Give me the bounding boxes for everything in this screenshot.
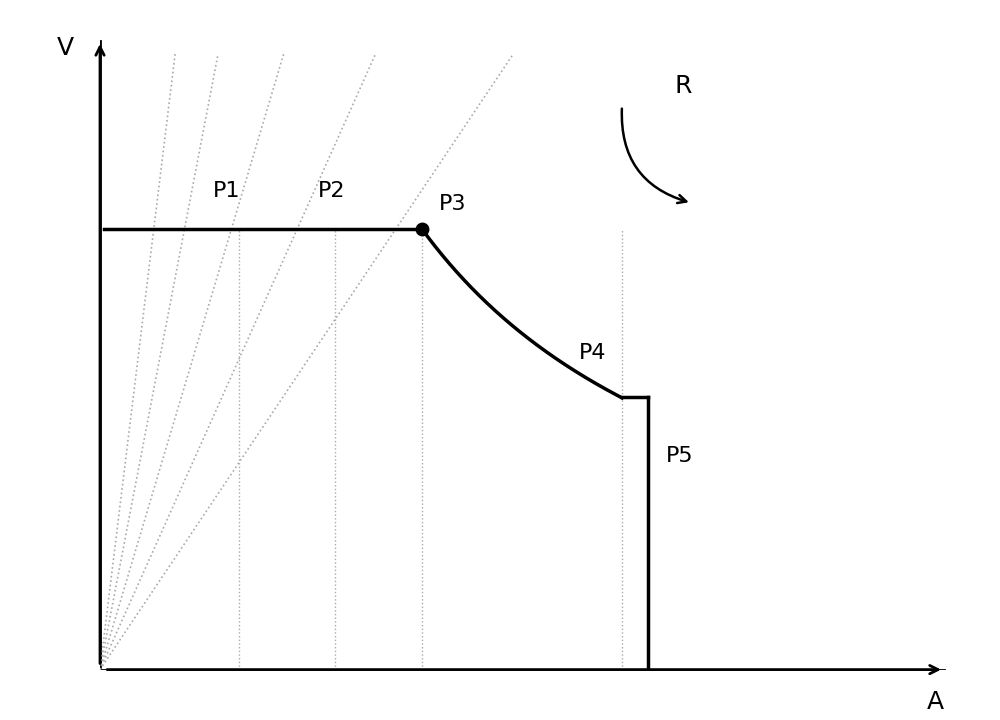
Text: R: R bbox=[674, 74, 692, 99]
Text: P1: P1 bbox=[213, 181, 241, 201]
Text: P2: P2 bbox=[318, 181, 345, 201]
Text: V: V bbox=[57, 35, 74, 60]
Text: P5: P5 bbox=[666, 446, 693, 467]
Text: P4: P4 bbox=[578, 343, 606, 363]
Text: A: A bbox=[927, 690, 944, 714]
Text: P3: P3 bbox=[439, 194, 467, 214]
